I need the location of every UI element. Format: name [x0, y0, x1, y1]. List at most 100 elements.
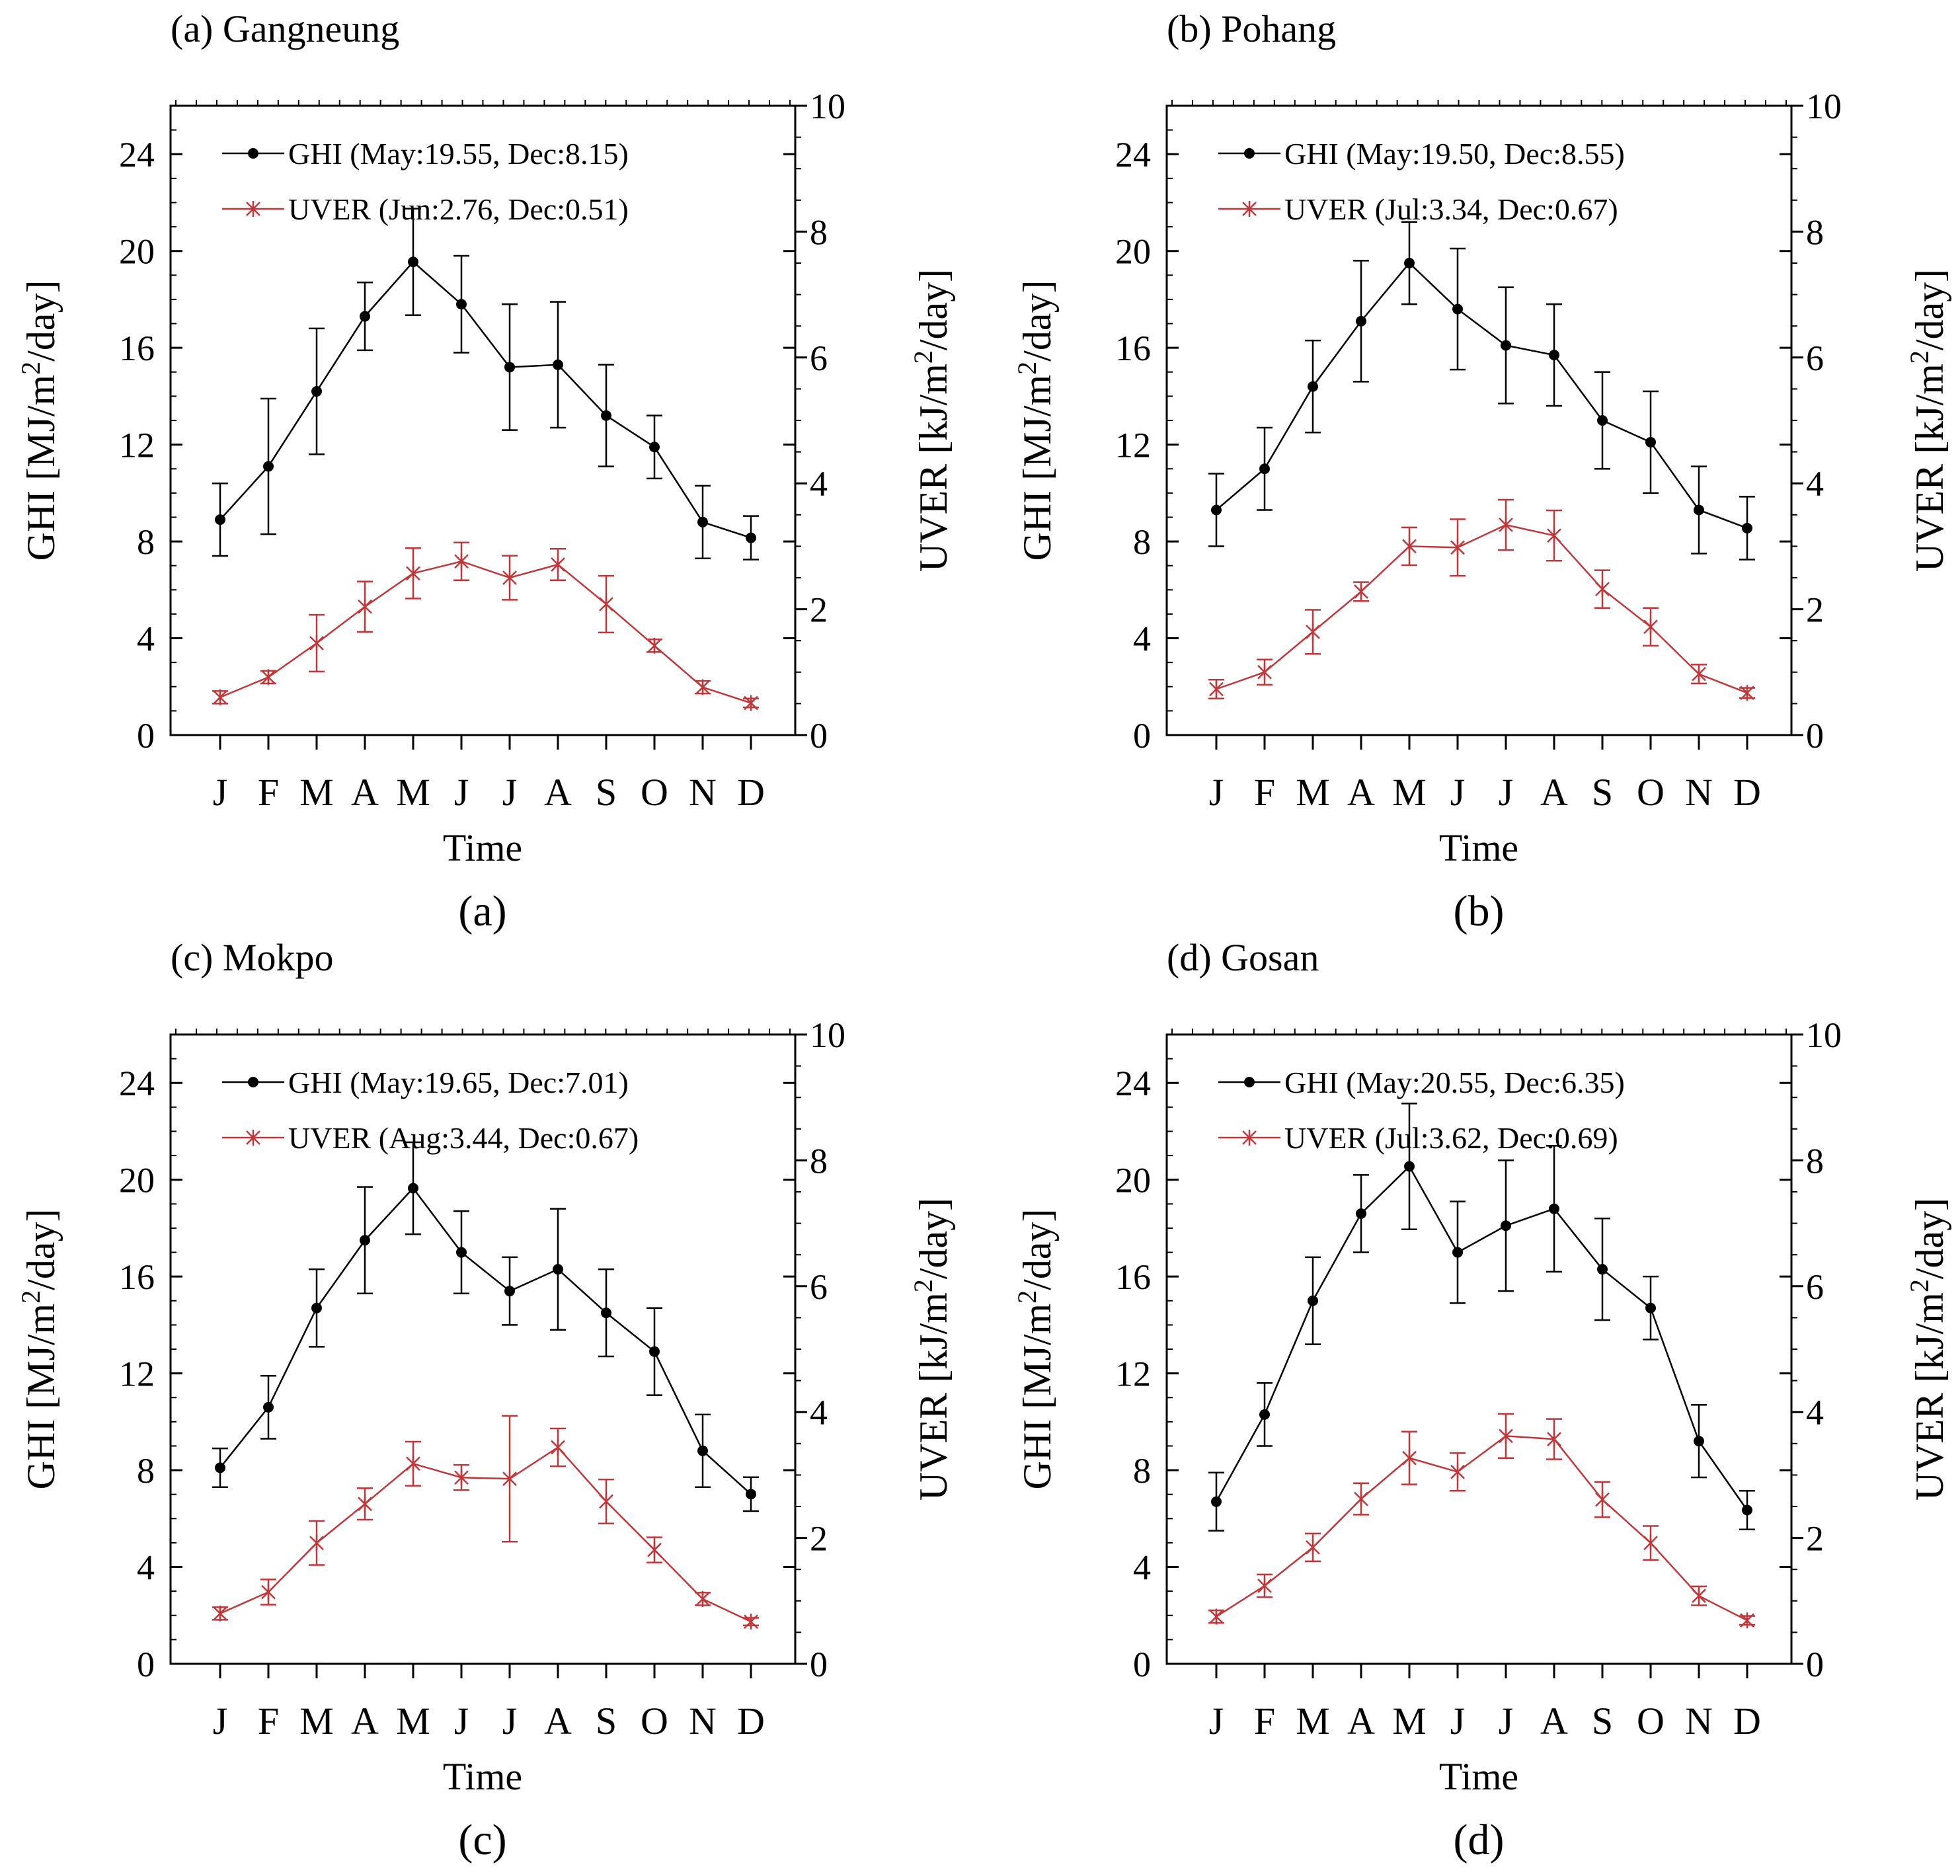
- uver-point: [1209, 1608, 1224, 1625]
- ghi-point: [1404, 1161, 1415, 1172]
- uver-point: [1740, 685, 1754, 701]
- right-tick-label: 2: [1806, 1519, 1824, 1559]
- ghi-point: [1259, 1409, 1270, 1420]
- legend-uver: UVER (Jun:2.76, Dec:0.51): [222, 192, 629, 226]
- uver-point: [1643, 1535, 1658, 1551]
- legend-uver: UVER (Aug:3.44, Dec:0.67): [222, 1121, 639, 1155]
- ghi-point: [1742, 522, 1752, 533]
- x-tick-label: A: [351, 1700, 379, 1742]
- left-tick-label: 12: [1115, 1354, 1151, 1394]
- ghi-point: [456, 299, 467, 310]
- legend-label: GHI (May:19.65, Dec:7.01): [288, 1066, 629, 1099]
- ghi-point: [746, 532, 756, 543]
- left-tick-label: 4: [137, 1548, 155, 1588]
- panel-caption: (a): [458, 887, 506, 935]
- right-tick-label: 0: [1806, 1645, 1824, 1684]
- x-tick-label: F: [1254, 1700, 1275, 1742]
- uver-point: [1257, 664, 1272, 680]
- uver-point: [1450, 539, 1465, 556]
- ghi-point: [1742, 1505, 1752, 1516]
- ghi-point: [697, 516, 708, 528]
- left-tick-label: 24: [119, 135, 155, 175]
- uver-point: [1499, 1428, 1513, 1444]
- right-tick-label: 8: [810, 212, 828, 252]
- x-tick-label: M: [396, 1700, 430, 1742]
- x-tick-label: J: [454, 1700, 469, 1742]
- x-tick-label: J: [1499, 771, 1514, 814]
- left-tick-label: 20: [119, 1161, 155, 1200]
- x-tick-label: D: [737, 1700, 765, 1742]
- ghi-point: [504, 1286, 515, 1297]
- uver-point: [358, 1496, 372, 1512]
- right-tick-label: 2: [810, 1519, 828, 1559]
- x-tick-label: A: [544, 771, 572, 814]
- legend-ghi: GHI (May:20.55, Dec:6.35): [1218, 1066, 1625, 1099]
- x-tick-label: A: [1540, 771, 1568, 814]
- right-tick-label: 0: [810, 716, 828, 756]
- right-tick-label: 6: [810, 338, 828, 378]
- right-axis-label: UVER [kJ/m2/day]: [1904, 269, 1952, 572]
- ghi-point: [1597, 415, 1608, 426]
- legend-label: GHI (May:19.55, Dec:8.15): [288, 137, 629, 171]
- left-tick-label: 12: [119, 1354, 155, 1394]
- uver-point: [551, 1439, 565, 1456]
- x-tick-label: J: [502, 771, 518, 814]
- uver-point: [1740, 1612, 1754, 1629]
- uver-point: [647, 1542, 662, 1558]
- left-axis-label: GHI [MJ/m2/day]: [1012, 280, 1060, 561]
- legend-label: UVER (Aug:3.44, Dec:0.67): [288, 1121, 639, 1155]
- right-tick-label: 4: [810, 464, 828, 504]
- uver-point: [502, 1471, 517, 1487]
- x-tick-label: J: [1450, 771, 1466, 814]
- x-tick-label: N: [1685, 771, 1713, 814]
- uver-point: [1450, 1464, 1465, 1480]
- legend-ghi: GHI (May:19.65, Dec:7.01): [222, 1066, 629, 1099]
- ghi-point: [408, 1183, 418, 1194]
- panel-caption: (b): [1454, 887, 1505, 935]
- uver-point: [695, 679, 710, 695]
- left-tick-label: 16: [1115, 329, 1151, 368]
- right-axis-label: UVER [kJ/m2/day]: [908, 1198, 956, 1501]
- ghi-point: [1452, 303, 1463, 315]
- uver-point: [1306, 1539, 1320, 1555]
- uver-point: [1499, 517, 1513, 533]
- left-tick-label: 16: [119, 1257, 155, 1297]
- uver-point: [309, 1535, 324, 1551]
- right-axis-label: UVER [kJ/m2/day]: [908, 269, 956, 572]
- right-tick-label: 8: [1806, 1141, 1824, 1181]
- left-tick-label: 8: [1133, 1451, 1151, 1491]
- x-tick-label: O: [641, 1700, 668, 1742]
- right-tick-label: 10: [1806, 87, 1842, 126]
- panel-caption: (d): [1454, 1816, 1505, 1864]
- x-tick-label: D: [1733, 1700, 1761, 1742]
- x-tick-label: J: [213, 1700, 228, 1742]
- x-tick-label: M: [1392, 1700, 1427, 1742]
- ghi-point: [1645, 1302, 1656, 1313]
- uver-point: [454, 553, 469, 570]
- left-tick-label: 4: [1133, 1548, 1151, 1588]
- uver-point: [1354, 583, 1368, 600]
- ghi-point: [263, 461, 274, 472]
- panel-title: (a) Gangneung: [171, 7, 399, 50]
- x-tick-label: M: [1296, 1700, 1330, 1742]
- uver-point: [1402, 538, 1417, 555]
- uver-line: [219, 560, 752, 704]
- ghi-point: [1404, 258, 1415, 268]
- ghi-point: [697, 1445, 708, 1456]
- left-tick-label: 16: [1115, 1257, 1151, 1297]
- ghi-line: [219, 260, 752, 539]
- uver-line: [1216, 524, 1748, 694]
- ghi-point: [649, 442, 660, 453]
- ghi-point: [1452, 1247, 1463, 1258]
- x-tick-label: J: [502, 1700, 518, 1742]
- right-tick-label: 10: [1806, 1015, 1842, 1055]
- uver-point: [1692, 666, 1706, 682]
- x-tick-label: S: [596, 771, 617, 814]
- uver-point: [1306, 623, 1320, 640]
- legend-ghi: GHI (May:19.50, Dec:8.55): [1218, 137, 1625, 171]
- right-tick-label: 8: [810, 1141, 828, 1181]
- left-tick-label: 8: [1133, 522, 1151, 562]
